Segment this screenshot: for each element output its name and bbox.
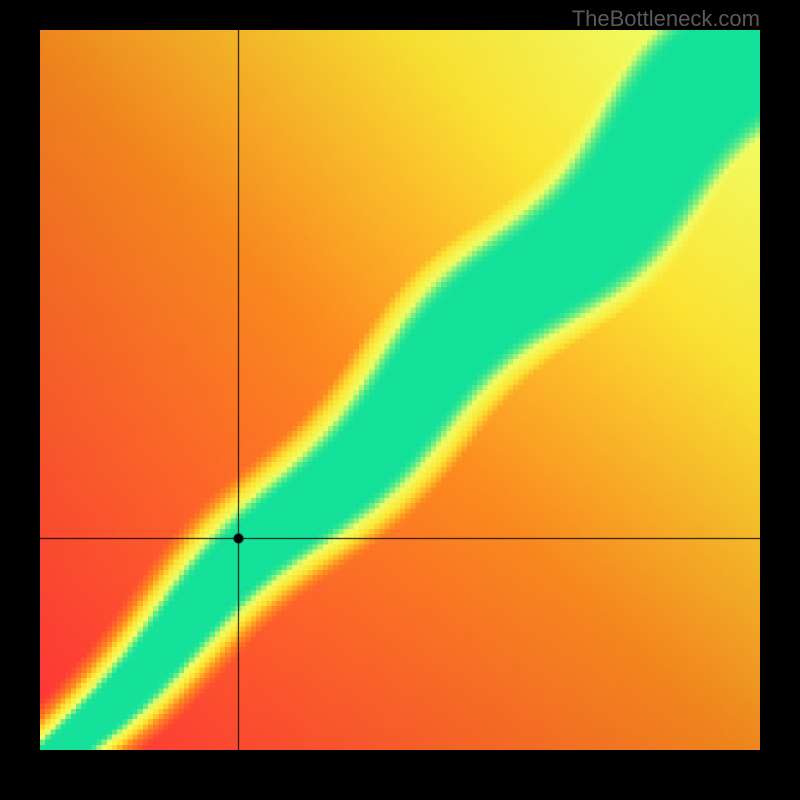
watermark-text: TheBottleneck.com (572, 6, 760, 32)
crosshair-overlay (40, 30, 760, 750)
chart-container: TheBottleneck.com (0, 0, 800, 800)
